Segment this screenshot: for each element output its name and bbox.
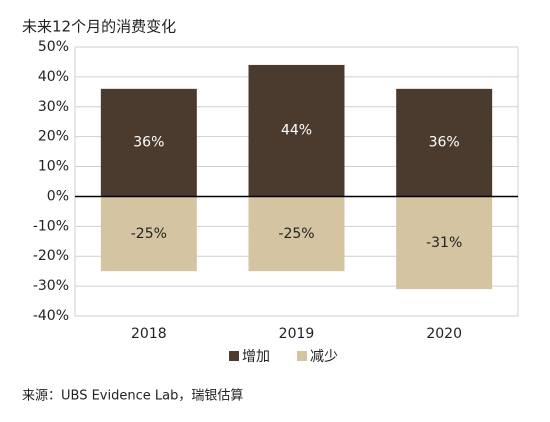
y-tick-label: -10% bbox=[33, 218, 69, 234]
value-label: -25% bbox=[278, 226, 314, 242]
legend-label: 增加 bbox=[242, 349, 270, 365]
bar bbox=[396, 196, 493, 290]
bar bbox=[100, 88, 197, 197]
y-tick-label: -30% bbox=[33, 278, 69, 294]
y-tick-label: 0% bbox=[47, 188, 69, 204]
legend-label: 减少 bbox=[310, 349, 338, 365]
y-tick-label: 20% bbox=[38, 129, 69, 145]
legend-swatch bbox=[229, 351, 239, 361]
value-label: -25% bbox=[131, 226, 167, 242]
y-tick-label: 40% bbox=[38, 69, 69, 85]
value-label: 36% bbox=[133, 135, 164, 151]
value-label: 44% bbox=[281, 123, 312, 139]
x-tick-label: 2019 bbox=[279, 326, 315, 342]
y-tick-label: 10% bbox=[38, 159, 69, 175]
bar bbox=[100, 196, 197, 272]
bar bbox=[248, 196, 345, 272]
value-label: 36% bbox=[429, 135, 460, 151]
source-note: 来源：UBS Evidence Lab，瑞银估算 bbox=[22, 389, 243, 404]
y-tick-label: -40% bbox=[33, 308, 69, 324]
x-tick-label: 2018 bbox=[131, 326, 167, 342]
bar bbox=[248, 64, 345, 197]
y-tick-label: -20% bbox=[33, 248, 69, 264]
legend-swatch bbox=[297, 351, 307, 361]
x-tick-label: 2020 bbox=[426, 326, 462, 342]
bar bbox=[396, 88, 493, 197]
y-tick-label: 50% bbox=[38, 39, 69, 55]
value-label: -31% bbox=[426, 235, 462, 251]
y-tick-label: 30% bbox=[38, 99, 69, 115]
chart-title: 未来12个月的消费变化 bbox=[22, 18, 176, 36]
